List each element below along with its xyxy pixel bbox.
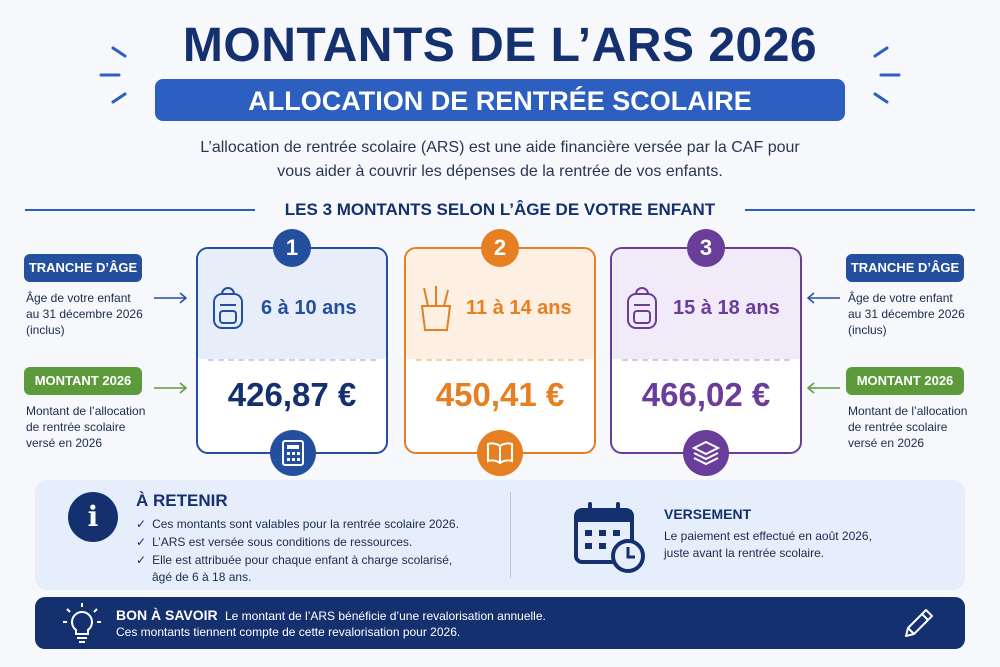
subtitle-banner xyxy=(155,79,845,121)
backpack-icon xyxy=(213,287,243,329)
versement-line-2: juste avant la rentrée scolaire. xyxy=(664,546,825,560)
card-dashed-divider xyxy=(416,359,584,361)
intro-text: L’allocation de rentrée scolaire (ARS) e… xyxy=(150,136,850,184)
backpack-icon xyxy=(627,287,657,329)
card-age-range: 15 à 18 ans xyxy=(673,297,780,319)
checkmark-icon: ✓ xyxy=(136,553,147,567)
age-range-pill-left: TRANCHE D’ÂGE xyxy=(24,254,142,282)
arrow-right-icon xyxy=(154,292,188,304)
info-icon: i xyxy=(68,492,118,542)
retenir-item: ✓ Ces montants sont valables pour la rent… xyxy=(136,516,459,532)
amount-line-2: de rentrée scolaire xyxy=(848,420,948,434)
amount-description-left: Montant de l’allocation de rentrée scola… xyxy=(26,403,176,451)
versement-text: Le paiement est effectué en août 2026, j… xyxy=(664,528,944,562)
amount-card-2 xyxy=(404,247,596,454)
age-line-2: au 31 décembre 2026 xyxy=(848,307,965,321)
card-amount: 466,02 € xyxy=(641,376,771,413)
bon-a-savoir-text-1: Le montant de l’ARS bénéficie d’une reva… xyxy=(224,609,546,623)
card-dashed-divider xyxy=(622,359,790,361)
decorative-rays-right xyxy=(873,46,901,104)
intro-line-2: vous aider à couvrir les dépenses de la … xyxy=(277,163,723,180)
retenir-item-text: Elle est attribuée pour chaque enfant à … xyxy=(152,553,453,567)
amount-line-1: Montant de l’allocation xyxy=(26,404,146,418)
retenir-item: ✓ L’ARS est versée sous conditions de res… xyxy=(136,534,412,550)
bon-a-savoir-line-1: BON À SAVOIR Le montant de l’ARS bénéfic… xyxy=(116,607,876,624)
arrow-right-icon xyxy=(154,382,188,394)
card-number-badge: 2 xyxy=(481,229,519,267)
age-line-2: au 31 décembre 2026 xyxy=(26,307,143,321)
age-line-1: Âge de votre enfant xyxy=(26,291,131,305)
amount-card-3 xyxy=(610,247,802,454)
arrow-left-icon xyxy=(806,382,840,394)
page-title: MONTANTS DE L’ARS 2026 xyxy=(182,19,818,72)
amount-line-3: versé en 2026 xyxy=(848,436,925,450)
section-divider-right xyxy=(745,209,975,211)
lightbulb-icon xyxy=(63,603,101,643)
card-age-range: 11 à 14 ans xyxy=(466,297,572,319)
checkmark-icon: ✓ xyxy=(136,517,147,531)
amount-pill-right: MONTANT 2026 xyxy=(846,367,964,395)
checkmark-icon: ✓ xyxy=(136,535,147,549)
card-dashed-divider xyxy=(208,359,376,361)
amount-line-2: de rentrée scolaire xyxy=(26,420,126,434)
book-icon xyxy=(487,442,513,464)
retenir-item-text: L’ARS est versée sous conditions de ress… xyxy=(152,535,413,549)
decorative-rays-left xyxy=(99,46,127,104)
bon-a-savoir-text-2: Ces montants tiennent compte de cette re… xyxy=(116,625,461,639)
age-range-description-left: Âge de votre enfant au 31 décembre 2026 … xyxy=(26,290,176,338)
versement-title: VERSEMENT xyxy=(664,506,752,522)
pencil-icon xyxy=(905,609,933,637)
retenir-item-text: âgé de 6 à 18 ans. xyxy=(152,570,252,584)
section-divider-left xyxy=(25,209,255,211)
stack-icon xyxy=(692,440,720,466)
section-title: LES 3 MONTANTS SELON L’ÂGE DE VOTRE ENFA… xyxy=(284,200,716,219)
calculator-icon xyxy=(282,440,304,466)
age-range-pill-right: TRANCHE D’ÂGE xyxy=(846,254,964,282)
age-line-1: Âge de votre enfant xyxy=(848,291,953,305)
retenir-panel xyxy=(35,480,965,590)
panel-divider xyxy=(510,492,511,578)
bon-a-savoir-banner xyxy=(35,597,965,649)
retenir-item-continued: âgé de 6 à 18 ans. xyxy=(152,569,251,585)
retenir-item: ✓ Elle est attribuée pour chaque enfant à… xyxy=(136,552,452,568)
age-line-3: (inclus) xyxy=(848,323,887,337)
page-subtitle: ALLOCATION DE RENTRÉE SCOLAIRE xyxy=(248,86,752,116)
calendar-clock-icon xyxy=(574,502,645,573)
amount-line-3: versé en 2026 xyxy=(26,436,103,450)
amount-pill-left: MONTANT 2026 xyxy=(24,367,142,395)
bon-a-savoir-text: BON À SAVOIR Le montant de l’ARS bénéfic… xyxy=(116,607,876,640)
card-header-area xyxy=(406,249,594,359)
amount-line-1: Montant de l’allocation xyxy=(848,404,968,418)
age-range-description-right: Âge de votre enfant au 31 décembre 2026 … xyxy=(848,290,988,338)
bon-a-savoir-title: BON À SAVOIR xyxy=(116,607,218,623)
card-number-badge: 3 xyxy=(687,229,725,267)
amount-card-1 xyxy=(196,247,388,454)
retenir-item-text: Ces montants sont valables pour la rentr… xyxy=(152,517,459,531)
age-line-3: (inclus) xyxy=(26,323,65,337)
retenir-title: À RETENIR xyxy=(136,491,228,510)
amount-description-right: Montant de l’allocation de rentrée scola… xyxy=(848,403,988,451)
intro-line-1: L’allocation de rentrée scolaire (ARS) e… xyxy=(200,139,800,156)
card-amount: 450,41 € xyxy=(435,376,565,413)
arrow-left-icon xyxy=(806,292,840,304)
versement-line-1: Le paiement est effectué en août 2026, xyxy=(664,529,872,543)
card-number-badge: 1 xyxy=(273,229,311,267)
card-age-range: 6 à 10 ans xyxy=(261,297,357,319)
card-amount: 426,87 € xyxy=(227,376,357,413)
pencil-cup-icon xyxy=(420,286,452,331)
